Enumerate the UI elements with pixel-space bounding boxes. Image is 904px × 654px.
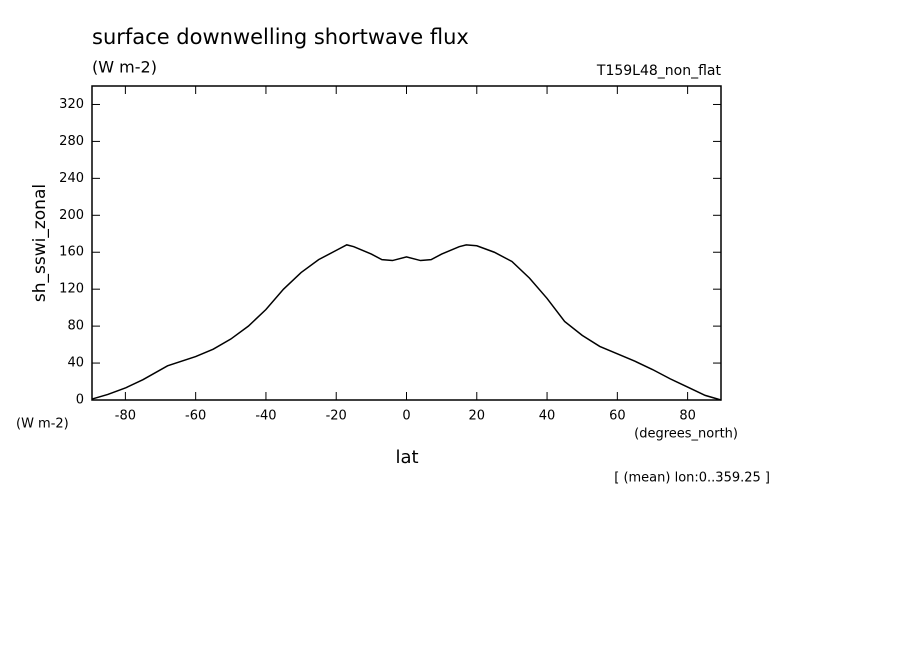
experiment-label: T159L48_non_flat — [596, 63, 722, 79]
note: [ (mean) lon:0..359.25 ] — [614, 471, 770, 486]
x-tick-label: 20 — [469, 409, 486, 424]
chart-title: surface downwelling shortwave flux — [92, 25, 469, 49]
x-tick-label: -60 — [185, 409, 206, 424]
y-axis-label: sh_sswi_zonal — [30, 184, 50, 302]
x-tick-label: -80 — [115, 409, 136, 424]
y-tick-label: 240 — [59, 171, 84, 186]
y-tick-label: 280 — [59, 134, 84, 149]
x-tick-label: 0 — [402, 409, 410, 424]
x-axis-label: lat — [395, 447, 418, 468]
y-tick-label: 160 — [59, 245, 84, 260]
y-tick-label: 120 — [59, 282, 84, 297]
plot-frame — [91, 85, 722, 401]
x-tick-label: -20 — [326, 409, 347, 424]
data-line — [91, 244, 722, 401]
y-tick-label: 200 — [59, 208, 84, 223]
subtitle: (W m-2) — [92, 58, 157, 77]
x-tick-label: -40 — [255, 409, 276, 424]
y-tick-label: 40 — [67, 356, 84, 371]
x-tick-label: 80 — [679, 409, 696, 424]
y-tick-label: 80 — [67, 319, 84, 334]
x-units: (degrees_north) — [634, 427, 738, 442]
x-tick-label: 60 — [609, 409, 626, 424]
y-tick-label: 320 — [59, 97, 84, 112]
y-tick-label: 0 — [76, 393, 84, 408]
x-tick-label: 40 — [539, 409, 556, 424]
y-units: (W m-2) — [16, 417, 69, 432]
